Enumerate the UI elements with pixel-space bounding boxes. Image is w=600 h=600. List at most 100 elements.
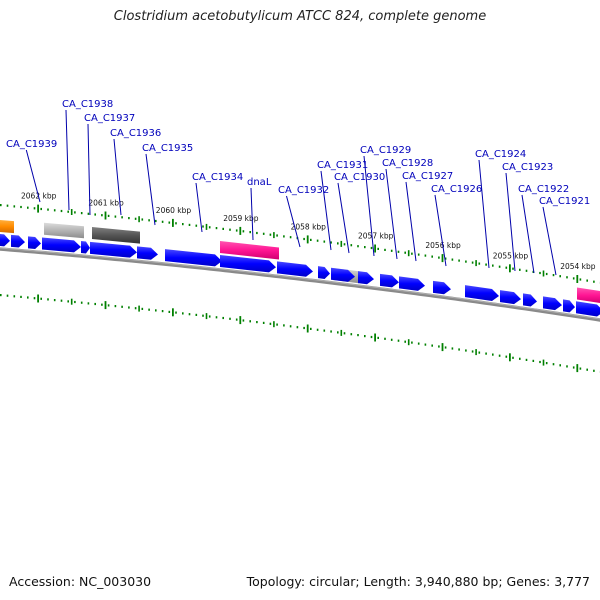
minor-tick (572, 366, 575, 369)
major-tick (306, 324, 309, 333)
gene-label: CA_C1928 (382, 158, 433, 169)
minor-tick (141, 218, 144, 221)
minor-tick (256, 321, 258, 324)
minor-tick (262, 321, 265, 324)
minor-tick (519, 357, 521, 360)
minor-tick (384, 248, 386, 251)
gene-label: CA_C1929 (360, 145, 411, 156)
label-leader-line (478, 159, 490, 269)
scale-label: 2057 kbp (358, 232, 394, 241)
gene-feature (523, 293, 537, 307)
minor-tick (188, 313, 191, 316)
major-tick (172, 308, 174, 317)
minor-tick (438, 256, 440, 259)
gene-feature (577, 287, 600, 303)
minor-tick (283, 235, 285, 238)
label-leader-line (542, 206, 557, 276)
minor-tick (114, 305, 117, 308)
minor-tick (141, 307, 144, 310)
minor-tick (323, 240, 326, 243)
genome-backbone (0, 247, 600, 322)
minor-tick (276, 323, 278, 326)
minor-tick (390, 338, 393, 341)
minor-tick (411, 341, 413, 344)
minor-tick (235, 318, 238, 321)
minor-tick (465, 349, 467, 352)
minor-tick (377, 247, 379, 250)
minor-tick (539, 271, 541, 275)
gene-feature (0, 220, 14, 234)
scale-label: 2058 kbp (291, 222, 327, 231)
minor-tick (229, 228, 231, 231)
minor-tick (195, 313, 198, 316)
gene-feature (331, 267, 355, 282)
minor-tick (586, 368, 588, 371)
gene-track (0, 220, 600, 317)
major-tick (37, 204, 39, 213)
minor-tick (249, 320, 251, 323)
minor-tick (215, 316, 218, 319)
label-leader-line (385, 168, 398, 260)
map-title: Clostridium acetobutylicum ATCC 824, com… (113, 9, 487, 24)
minor-tick (397, 250, 400, 253)
minor-tick (0, 294, 2, 297)
minor-tick (175, 222, 177, 225)
minor-tick (310, 327, 312, 330)
gene-feature (0, 234, 10, 247)
minor-tick (458, 348, 460, 351)
minor-tick (235, 229, 238, 232)
gene-feature (28, 236, 41, 249)
mid-tick (205, 223, 208, 230)
gene-feature (165, 249, 222, 267)
gene-label: dnaL (247, 177, 272, 188)
minor-tick (444, 257, 447, 260)
minor-tick (431, 344, 433, 347)
minor-tick (478, 351, 481, 354)
minor-tick (364, 246, 366, 249)
minor-tick (47, 298, 49, 301)
major-tick (37, 294, 39, 303)
minor-tick (566, 276, 568, 279)
minor-tick (6, 294, 9, 297)
minor-tick (13, 205, 16, 208)
minor-tick (94, 302, 96, 306)
mid-tick (475, 260, 477, 267)
gene-feature (576, 301, 600, 317)
minor-tick (60, 209, 63, 213)
minor-tick (532, 359, 535, 362)
label-leader-line (337, 182, 350, 254)
label-leader-line (113, 138, 122, 216)
minor-tick (350, 333, 353, 336)
minor-tick (357, 334, 359, 337)
outer-tick-ring (0, 204, 600, 284)
minor-tick (67, 210, 69, 213)
scale-label: 2059 kbp (223, 214, 259, 223)
minor-tick (310, 238, 312, 241)
mid-tick (138, 305, 140, 312)
major-tick (374, 244, 376, 253)
mid-tick (138, 216, 140, 223)
minor-tick (424, 254, 427, 257)
minor-tick (498, 265, 501, 268)
scale-label: 2060 kbp (156, 206, 192, 215)
minor-tick (593, 280, 595, 283)
minor-tick (404, 340, 406, 343)
minor-tick (559, 364, 561, 367)
minor-tick (148, 219, 150, 222)
gene-feature (137, 246, 158, 260)
major-tick (239, 226, 242, 235)
minor-tick (20, 205, 22, 209)
minor-tick (134, 307, 137, 310)
mid-tick (542, 270, 545, 277)
minor-tick (249, 231, 251, 234)
gene-label: CA_C1927 (402, 171, 453, 182)
gene-label: CA_C1930 (334, 172, 385, 183)
minor-tick (202, 225, 204, 228)
minor-tick (485, 352, 487, 355)
minor-tick (175, 311, 177, 314)
minor-tick (161, 310, 164, 313)
mid-tick (542, 359, 545, 366)
minor-tick (525, 269, 528, 272)
label-leader-line (250, 187, 254, 241)
